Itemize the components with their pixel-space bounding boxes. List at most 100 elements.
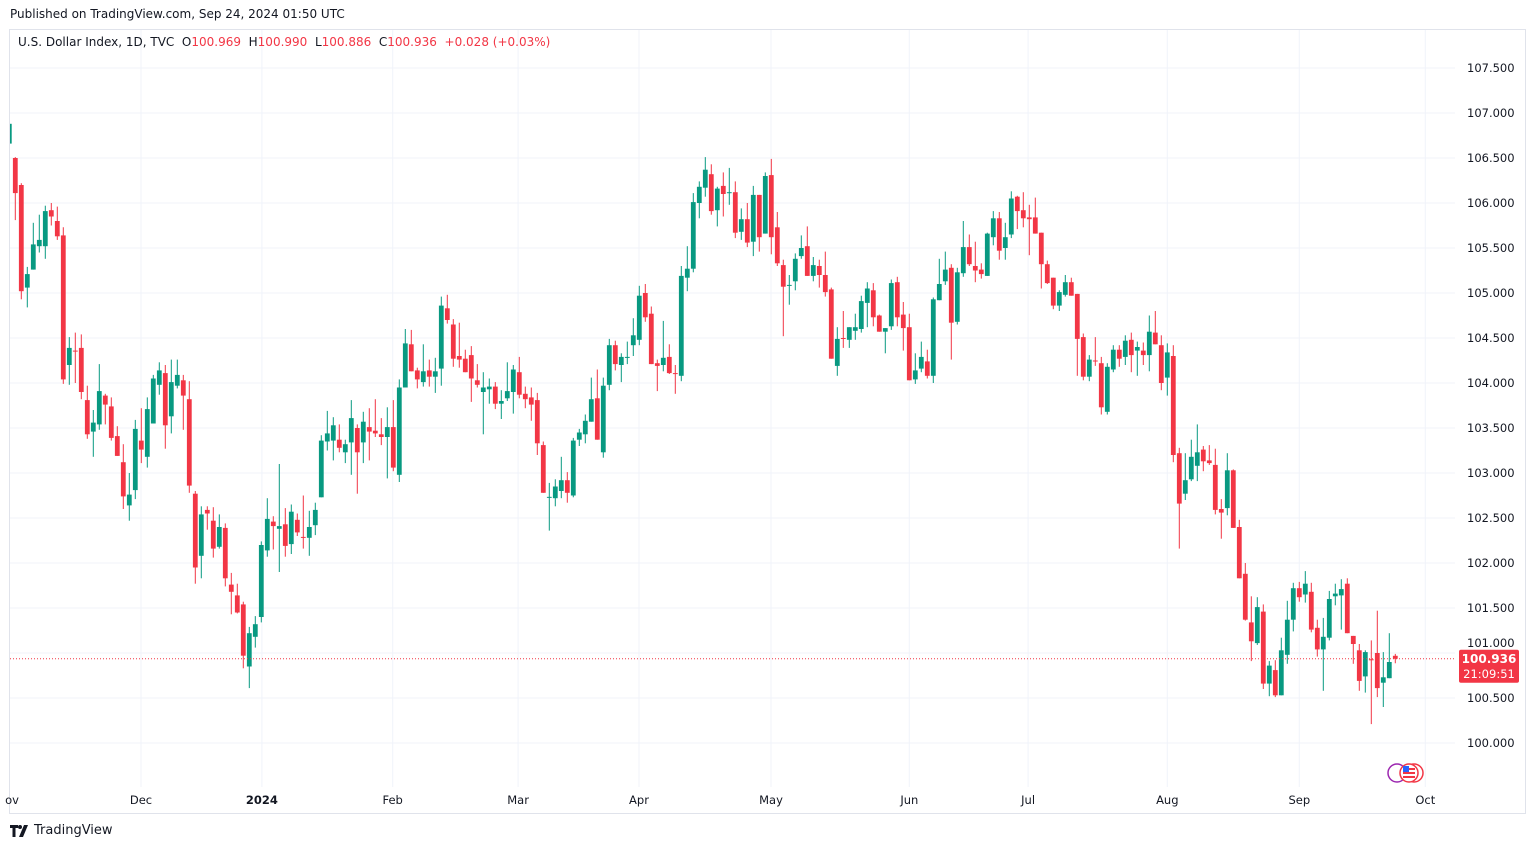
candle[interactable] (1338, 579, 1344, 630)
candle[interactable] (978, 263, 984, 279)
candle[interactable] (72, 332, 78, 383)
candle[interactable] (1272, 660, 1278, 698)
candle[interactable] (594, 369, 600, 440)
candle[interactable] (1194, 424, 1200, 482)
candle[interactable] (798, 235, 804, 259)
candle[interactable] (1086, 355, 1092, 382)
candle[interactable] (1182, 453, 1188, 500)
candle[interactable] (858, 295, 864, 333)
candle[interactable] (1236, 519, 1242, 579)
candle[interactable] (1380, 652, 1386, 707)
candle[interactable] (1158, 335, 1164, 391)
candles[interactable] (7, 123, 1398, 725)
candle[interactable] (984, 232, 990, 276)
candle[interactable] (804, 226, 810, 276)
candle[interactable] (1116, 345, 1122, 367)
candle[interactable] (996, 212, 1002, 260)
candle[interactable] (30, 222, 36, 270)
candle[interactable] (258, 541, 264, 623)
candle[interactable] (1260, 604, 1266, 689)
candle[interactable] (1230, 469, 1236, 528)
candle[interactable] (1044, 260, 1050, 284)
candle[interactable] (1026, 204, 1032, 256)
candle[interactable] (408, 329, 414, 372)
candle[interactable] (1164, 343, 1170, 396)
candle[interactable] (1152, 311, 1158, 345)
candle[interactable] (42, 205, 48, 259)
candle[interactable] (498, 390, 504, 419)
candle[interactable] (924, 349, 930, 379)
candle[interactable] (972, 241, 978, 283)
candle[interactable] (216, 514, 222, 549)
candle[interactable] (1176, 447, 1182, 549)
candle[interactable] (1002, 222, 1008, 260)
candle[interactable] (300, 495, 306, 549)
candle[interactable] (1266, 661, 1272, 697)
candle[interactable] (1332, 583, 1338, 606)
candle[interactable] (138, 408, 144, 464)
candle[interactable] (126, 473, 132, 521)
candle[interactable] (786, 275, 792, 305)
candle[interactable] (348, 400, 354, 475)
candle[interactable] (942, 251, 948, 285)
candle[interactable] (1188, 439, 1194, 482)
candle[interactable] (48, 203, 54, 226)
candle[interactable] (270, 516, 276, 550)
candle[interactable] (7, 123, 12, 144)
candle[interactable] (630, 318, 636, 356)
candle[interactable] (426, 359, 432, 387)
candle[interactable] (642, 284, 648, 322)
candle[interactable] (720, 172, 726, 217)
candle[interactable] (600, 377, 606, 458)
candle[interactable] (906, 313, 912, 381)
candle[interactable] (294, 513, 300, 537)
candle[interactable] (1212, 448, 1218, 515)
candle[interactable] (618, 353, 624, 383)
time-axis[interactable]: ov Dec 2024 Feb Mar Apr May Jun Jul Aug Sep Oct (5, 793, 1436, 807)
candle[interactable] (1068, 277, 1074, 296)
candle[interactable] (522, 386, 528, 409)
candle[interactable] (1362, 650, 1368, 693)
candle[interactable] (264, 498, 270, 557)
candle[interactable] (552, 479, 558, 507)
candle[interactable] (954, 267, 960, 325)
candle[interactable] (612, 340, 618, 371)
candle[interactable] (312, 502, 318, 536)
candle[interactable] (1128, 332, 1134, 373)
candle[interactable] (420, 344, 426, 387)
candle[interactable] (750, 185, 756, 257)
candle[interactable] (660, 320, 666, 372)
candle[interactable] (150, 374, 156, 424)
candle[interactable] (726, 167, 732, 205)
candle[interactable] (402, 329, 408, 388)
candle[interactable] (1098, 356, 1104, 415)
candle[interactable] (462, 349, 468, 373)
candle[interactable] (834, 327, 840, 376)
candle[interactable] (570, 437, 576, 498)
candle[interactable] (666, 344, 672, 374)
candle[interactable] (738, 208, 744, 240)
candle[interactable] (900, 302, 906, 351)
candle[interactable] (24, 266, 30, 308)
candle[interactable] (396, 379, 402, 482)
candle[interactable] (120, 444, 126, 509)
candle[interactable] (1170, 345, 1176, 463)
candle[interactable] (156, 362, 162, 395)
candle[interactable] (18, 183, 24, 300)
candle[interactable] (234, 583, 240, 614)
candle[interactable] (210, 507, 216, 558)
candle[interactable] (246, 626, 252, 689)
candle[interactable] (186, 381, 192, 493)
candle[interactable] (468, 346, 474, 402)
candle[interactable] (918, 341, 924, 373)
candle[interactable] (672, 365, 678, 394)
candle[interactable] (36, 214, 42, 253)
candle[interactable] (360, 411, 366, 464)
candle[interactable] (390, 400, 396, 472)
candle[interactable] (576, 428, 582, 446)
candle[interactable] (96, 364, 102, 430)
candle[interactable] (108, 397, 114, 441)
candle[interactable] (366, 408, 372, 461)
candle[interactable] (66, 337, 72, 385)
candle[interactable] (1200, 446, 1206, 472)
